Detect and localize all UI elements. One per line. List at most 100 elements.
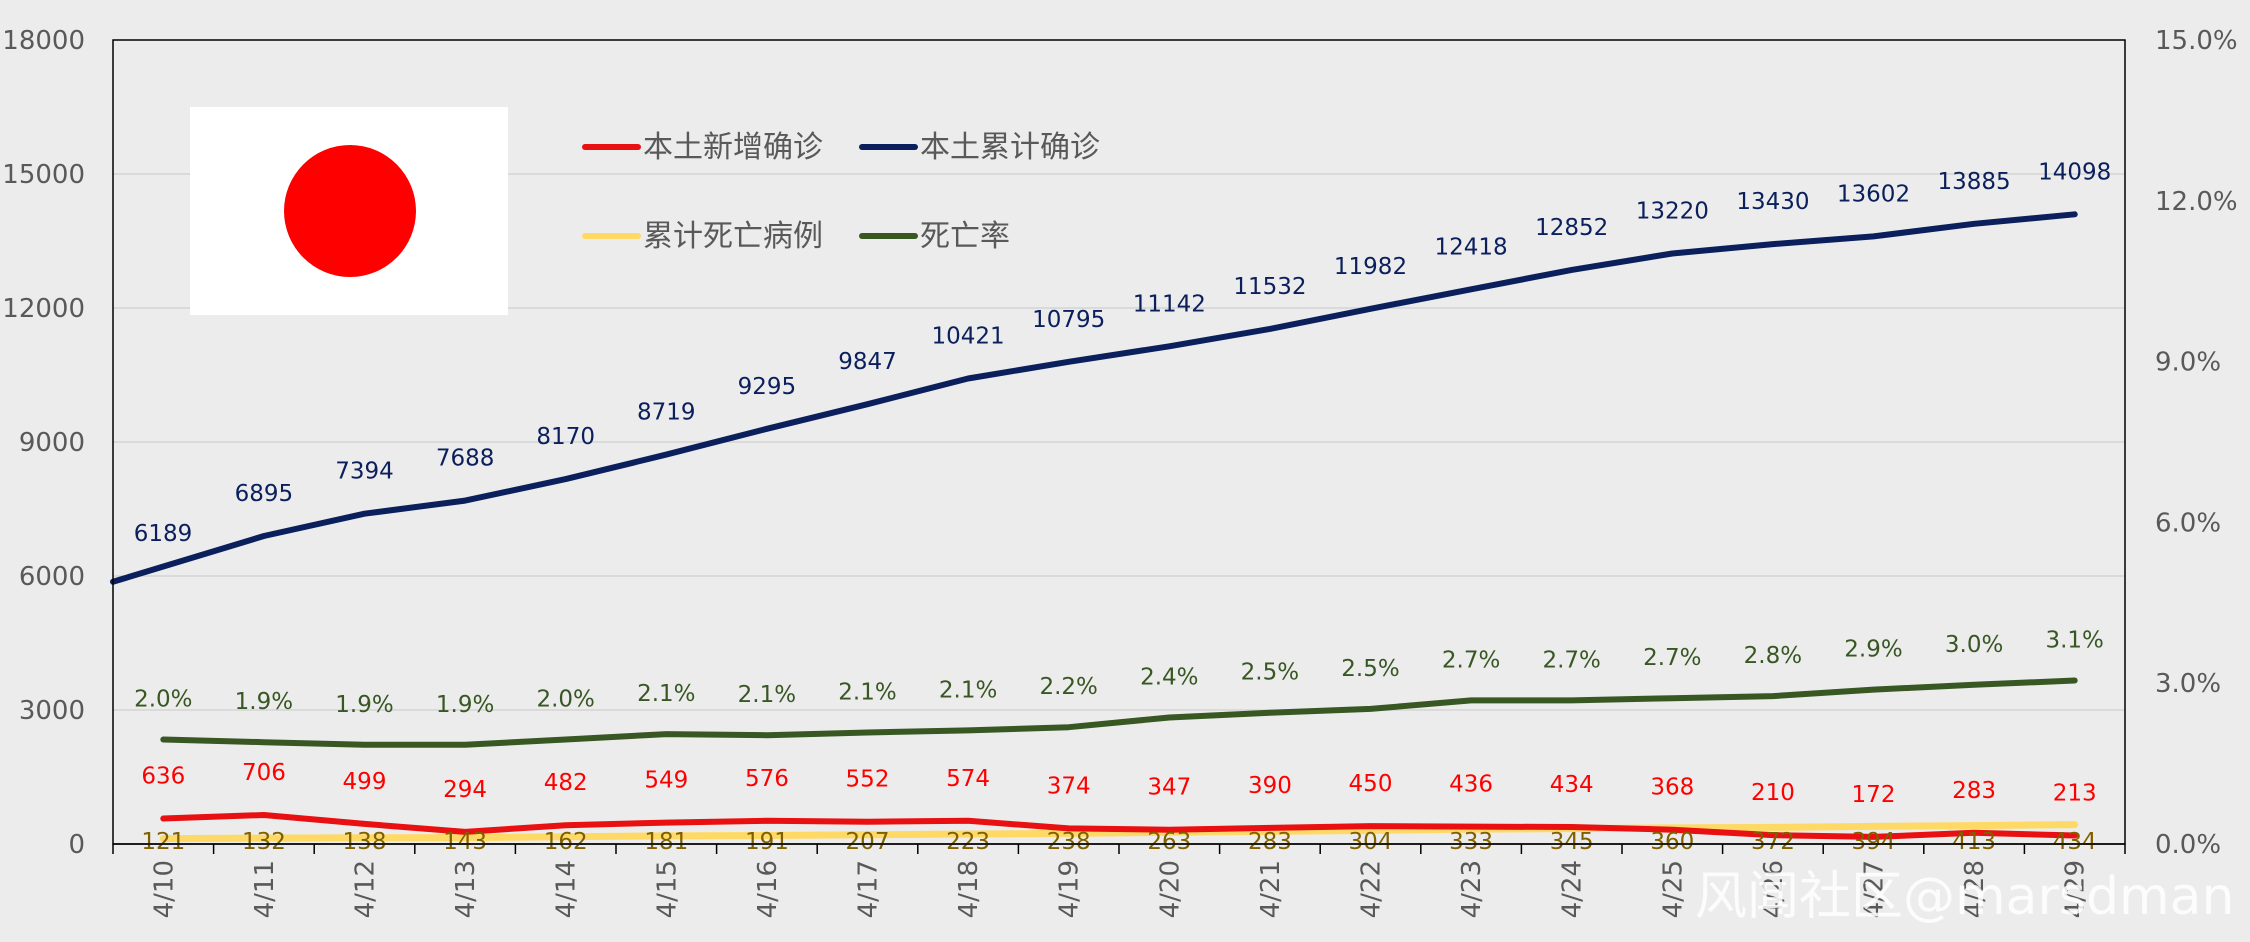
x-tick-label: 4/26	[1759, 860, 1789, 918]
data-label-cumulative: 13220	[1636, 199, 1709, 225]
series-line-cumulative	[110, 211, 2078, 585]
data-label-deaths: 121	[141, 829, 185, 855]
y-left-tick-label: 3000	[19, 696, 85, 726]
data-label-deaths: 345	[1550, 829, 1594, 855]
data-label-deaths: 238	[1047, 829, 1091, 855]
data-label-deaths: 333	[1449, 829, 1493, 855]
data-label-new: 390	[1248, 773, 1292, 799]
x-tick-label: 4/23	[1457, 860, 1487, 918]
y-left-tick-label: 9000	[19, 428, 85, 458]
x-tick-label: 4/29	[2061, 860, 2091, 918]
data-label-deaths: 372	[1751, 829, 1795, 855]
data-label-rate: 2.4%	[1140, 665, 1198, 691]
legend-label-deaths: 累计死亡病例	[643, 219, 823, 254]
data-label-new: 368	[1650, 775, 1694, 801]
legend-label-new: 本土新增确诊	[643, 130, 823, 165]
data-label-new: 294	[443, 777, 487, 803]
data-label-new: 283	[1952, 778, 1996, 804]
data-label-cumulative: 10795	[1032, 307, 1105, 333]
japan-flag	[190, 107, 508, 315]
legend: 本土新增确诊 本土累计确诊 累计死亡病例 死亡率	[582, 130, 1100, 254]
data-label-new: 436	[1449, 772, 1493, 798]
data-label-rate: 2.9%	[1844, 637, 1902, 663]
data-label-new: 636	[141, 764, 185, 790]
data-label-cumulative: 11142	[1133, 291, 1206, 317]
data-label-rate: 2.5%	[1341, 656, 1399, 682]
data-label-new: 347	[1147, 775, 1191, 801]
data-label-new: 450	[1349, 771, 1393, 797]
data-label-rate: 1.9%	[436, 692, 494, 718]
y-axis-left: 0 3000 6000 9000 12000 15000 18000	[2, 26, 85, 860]
x-axis: 4/10 4/11 4/12 4/13 4/14 4/15 4/16 4/17 4/18 4/19…	[112, 843, 2126, 918]
data-label-cumulative: 11532	[1233, 274, 1306, 300]
data-label-cumulative: 12418	[1435, 234, 1508, 260]
data-labels-layer: 6189 6895 7394 7688 8170 8719 9295 9847 10421 107…	[134, 159, 2112, 855]
x-tick-label: 4/13	[451, 860, 481, 918]
flag-disc	[284, 145, 416, 277]
data-label-deaths: 223	[946, 829, 990, 855]
data-label-new: 552	[846, 767, 890, 793]
y-left-tick-label: 15000	[2, 160, 85, 190]
data-label-rate: 1.9%	[235, 689, 293, 715]
data-label-rate: 2.5%	[1241, 660, 1299, 686]
data-label-rate: 2.1%	[637, 681, 695, 707]
data-label-deaths: 360	[1650, 829, 1694, 855]
data-label-cumulative: 6895	[235, 481, 294, 507]
data-label-deaths: 132	[242, 829, 286, 855]
y-left-tick-label: 0	[68, 830, 85, 860]
data-label-cumulative: 8719	[637, 400, 696, 426]
y-left-tick-label: 18000	[2, 26, 85, 56]
data-label-rate: 2.7%	[1442, 647, 1500, 673]
series-layer	[110, 211, 2079, 843]
data-label-deaths: 394	[1852, 829, 1896, 855]
x-tick-label: 4/15	[652, 860, 682, 918]
data-label-deaths: 413	[1952, 829, 1996, 855]
y-left-tick-label: 6000	[19, 562, 85, 592]
data-label-cumulative: 13602	[1837, 181, 1910, 207]
data-label-new: 499	[343, 769, 387, 795]
x-tick-label: 4/24	[1558, 860, 1588, 918]
x-tick-label: 4/21	[1256, 860, 1286, 918]
y-right-tick-label: 0.0%	[2155, 830, 2221, 860]
data-label-deaths: 283	[1248, 829, 1292, 855]
data-label-rate: 3.1%	[2045, 628, 2103, 654]
data-label-cumulative: 13430	[1736, 189, 1809, 215]
data-label-new: 213	[2053, 781, 2097, 807]
data-label-deaths: 434	[2053, 829, 2097, 855]
x-tick-label: 4/10	[149, 860, 179, 918]
data-label-rate: 2.0%	[536, 686, 594, 712]
y-right-tick-label: 15.0%	[2155, 26, 2238, 56]
x-tick-label: 4/22	[1357, 860, 1387, 918]
data-label-deaths: 207	[846, 829, 890, 855]
legend-label-rate: 死亡率	[920, 219, 1010, 254]
data-label-new: 434	[1550, 772, 1594, 798]
data-label-new: 574	[946, 766, 990, 792]
x-tick-label: 4/11	[250, 860, 280, 918]
data-label-deaths: 191	[745, 829, 789, 855]
x-tick-label: 4/16	[753, 860, 783, 918]
data-label-cumulative: 10421	[932, 324, 1005, 350]
data-label-cumulative: 9847	[838, 349, 897, 375]
x-tick-label: 4/14	[552, 860, 582, 918]
y-right-tick-label: 12.0%	[2155, 187, 2238, 217]
data-label-new: 706	[242, 760, 286, 786]
data-label-cumulative: 13885	[1938, 169, 2011, 195]
data-label-deaths: 143	[443, 829, 487, 855]
data-label-rate: 3.0%	[1945, 632, 2003, 658]
series-line-new	[160, 812, 2078, 840]
series-line-rate	[160, 677, 2078, 748]
data-label-cumulative: 14098	[2038, 159, 2111, 185]
y-left-tick-label: 12000	[2, 294, 85, 324]
x-tick-label: 4/25	[1658, 860, 1688, 918]
x-tick-label: 4/18	[954, 860, 984, 918]
data-label-rate: 2.1%	[838, 680, 896, 706]
data-label-rate: 2.1%	[939, 677, 997, 703]
data-label-deaths: 162	[544, 829, 588, 855]
data-label-new: 172	[1852, 782, 1896, 808]
series-line-deaths	[159, 821, 2079, 843]
data-label-deaths: 304	[1349, 829, 1393, 855]
data-label-new: 210	[1751, 780, 1795, 806]
data-label-rate: 1.9%	[335, 692, 393, 718]
data-label-rate: 2.7%	[1643, 645, 1701, 671]
